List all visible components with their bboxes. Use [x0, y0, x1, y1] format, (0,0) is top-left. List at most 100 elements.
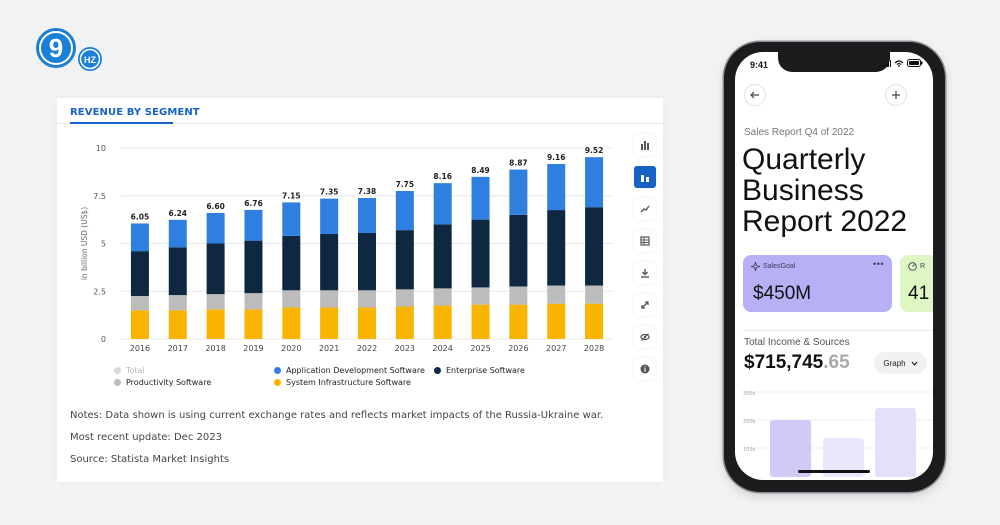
mini-bar — [770, 420, 811, 477]
x-tick-label: 2018 — [205, 344, 225, 353]
bar-chart-icon[interactable] — [634, 134, 656, 156]
total-label: 6.24 — [169, 209, 188, 218]
bar-segment — [206, 309, 225, 339]
bar-segment — [358, 198, 376, 233]
x-tick-label: 2028 — [584, 344, 604, 353]
bar-segment — [547, 303, 566, 339]
bar-segment — [509, 169, 528, 215]
hide-icon[interactable] — [634, 326, 656, 348]
bar-segment — [471, 219, 490, 288]
trend-line-icon[interactable] — [634, 198, 656, 220]
bar-segment — [168, 247, 187, 296]
bar-segment — [395, 190, 414, 231]
sales-goal-card[interactable]: SalesGoal ••• $450M — [743, 255, 892, 312]
report-title: Quarterly Business Report 2022 — [742, 144, 907, 237]
bar-segment — [509, 214, 528, 287]
info-icon[interactable] — [634, 358, 656, 380]
gauge-icon — [908, 262, 917, 271]
bar-segment — [168, 219, 187, 248]
bar-segment — [282, 235, 301, 291]
bar-segment — [320, 233, 339, 291]
x-tick-label: 2020 — [281, 344, 301, 353]
bar-segment — [206, 294, 225, 310]
bar-segment — [471, 304, 490, 339]
fullscreen-icon[interactable] — [634, 294, 656, 316]
bar-segment — [358, 232, 376, 291]
total-label: 7.35 — [320, 188, 339, 197]
update-text: Most recent update: Dec 2023 — [70, 432, 222, 443]
bar-segment — [547, 285, 566, 304]
x-tick-label: 2025 — [470, 344, 490, 353]
mini-tick-label: 100k — [743, 447, 756, 453]
bar-segment — [244, 293, 263, 310]
x-tick-label: 2022 — [357, 344, 377, 353]
secondary-goal-label: R — [920, 263, 926, 270]
bar-segment — [509, 304, 528, 339]
status-time: 9:41 — [750, 60, 769, 70]
y-tick-label: 7.5 — [93, 192, 106, 201]
income-main: $715,745 — [744, 352, 824, 373]
note-text: Notes: Data shown is using current excha… — [70, 410, 604, 421]
bar-segment — [585, 157, 604, 208]
status-icons — [881, 59, 923, 67]
bar-segment — [585, 285, 604, 304]
y-tick-label: 5 — [101, 240, 106, 249]
table-icon[interactable] — [634, 230, 656, 252]
sparkle-icon — [751, 262, 760, 271]
download-icon[interactable] — [634, 262, 656, 284]
revenue-card: REVENUE BY SEGMENT 0 2.5 5 7.5 10 in billion … — [57, 98, 663, 482]
total-label: 8.87 — [509, 159, 528, 168]
signal-icon — [881, 59, 891, 67]
total-label: 9.16 — [547, 153, 566, 162]
bar-segment — [244, 209, 263, 241]
phone-notch — [778, 52, 890, 72]
mini-bar — [875, 408, 916, 477]
x-tick-label: 2024 — [433, 344, 453, 353]
report-title-line: Quarterly — [742, 143, 866, 176]
total-label: 7.38 — [358, 187, 377, 196]
bar-segment — [130, 310, 149, 339]
bar-segment — [282, 307, 301, 339]
wifi-icon — [894, 59, 904, 67]
bar-segment — [433, 183, 452, 225]
chart-notes: Notes: Data shown is using current excha… — [70, 410, 603, 476]
income-decimals: .65 — [823, 352, 850, 373]
bar-segment — [130, 251, 149, 297]
y-tick-label: 0 — [101, 335, 106, 344]
total-label: 6.60 — [206, 202, 225, 211]
bar-segment — [130, 223, 149, 252]
card-title-underline — [70, 122, 173, 124]
bar-segment — [358, 290, 376, 308]
total-label: 9.52 — [585, 146, 604, 155]
stacked-bar-icon[interactable] — [634, 166, 656, 188]
y-tick-label: 10 — [96, 144, 106, 153]
bar-segment — [244, 240, 263, 294]
total-label: 8.16 — [433, 172, 452, 181]
section-divider — [743, 330, 933, 331]
x-tick-label: 2021 — [319, 344, 339, 353]
more-options-icon[interactable]: ••• — [873, 259, 884, 269]
add-button[interactable] — [885, 84, 907, 106]
phone-screen: 9:41 Sales Report Q4 of 2022 Quarterly B… — [735, 52, 933, 480]
back-button[interactable] — [744, 84, 766, 106]
y-axis-label: in billion USD (US$) — [80, 207, 89, 280]
graph-dropdown[interactable]: Graph — [874, 352, 927, 374]
bar-segment — [585, 207, 604, 286]
bar-segment — [395, 289, 414, 307]
bar-segment — [471, 287, 490, 305]
bar-segment — [433, 305, 452, 339]
bar-segment — [433, 224, 452, 289]
total-label: 6.76 — [244, 199, 263, 208]
bar-segment — [395, 306, 414, 339]
bar-segment — [244, 309, 263, 339]
bar-segment — [358, 307, 376, 339]
total-label: 7.15 — [282, 191, 301, 200]
bar-segment — [168, 310, 187, 339]
bar-segment — [282, 202, 301, 236]
source-text: Source: Statista Market Insights — [70, 454, 230, 465]
secondary-goal-card[interactable]: R 41 — [900, 255, 933, 312]
bar-segment — [206, 243, 225, 295]
arrow-left-icon — [750, 91, 759, 99]
mini-tick-label: 300k — [743, 391, 756, 397]
bar-segment — [547, 210, 566, 286]
